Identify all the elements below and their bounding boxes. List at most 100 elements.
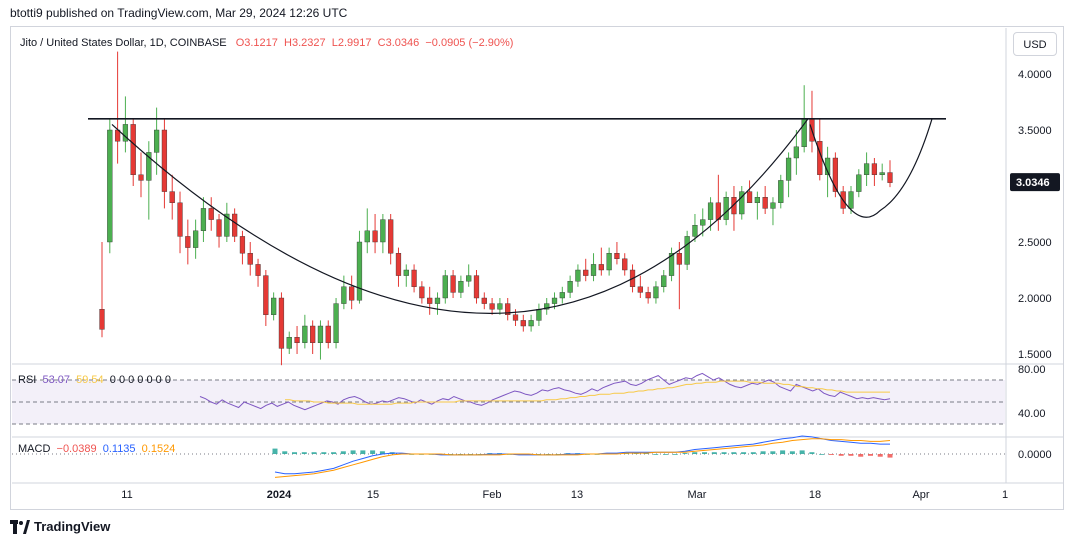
candle-body <box>333 303 339 344</box>
last-price-tag <box>1010 173 1060 192</box>
macd-label: MACD <box>18 443 51 455</box>
rsi-extra-values: 0 0 0 0 0 0 0 <box>109 374 171 386</box>
symbol-name: Jito / United States Dollar, 1D, COINBAS… <box>20 37 227 49</box>
candle-body <box>692 224 698 237</box>
macd-value: 0.1135 <box>102 443 136 455</box>
candle-body <box>559 292 565 299</box>
candle-body <box>676 252 682 265</box>
candle-body <box>356 241 363 301</box>
macd-histogram-bar <box>799 450 805 454</box>
price-tick-label: 1.5000 <box>1018 349 1052 361</box>
macd-histogram-bar <box>780 450 786 454</box>
macd-histogram-bar <box>321 452 327 454</box>
candle-body <box>489 303 495 310</box>
macd-tick-label: 0.0000 <box>1018 449 1052 461</box>
candle-body <box>622 258 628 271</box>
candle-body <box>310 325 316 343</box>
macd-histogram-bar <box>292 452 298 454</box>
macd-histogram-bar <box>350 450 356 454</box>
candle-body <box>653 286 659 299</box>
candle-body <box>427 297 433 304</box>
candle-body <box>614 252 620 259</box>
candle-body <box>255 264 261 276</box>
candle-body <box>232 213 238 237</box>
rsi-label: RSI <box>18 374 37 386</box>
candle-body <box>380 219 386 243</box>
price-tick-label: 4.0000 <box>1018 69 1052 81</box>
candle-body <box>161 129 168 192</box>
macd-histogram-bar <box>887 454 893 458</box>
candle-body <box>551 297 558 304</box>
time-tick-label: 1 <box>1002 489 1008 501</box>
candle-body <box>130 124 136 176</box>
time-tick-label: Feb <box>483 489 502 501</box>
time-tick-label: Apr <box>912 489 929 501</box>
candle-body <box>419 286 425 299</box>
candle-body <box>778 180 784 203</box>
macd-histogram-bar <box>731 452 737 454</box>
price-tick-label: 2.0000 <box>1018 293 1052 305</box>
candle-body <box>185 236 191 248</box>
candle-body <box>793 146 799 159</box>
candle-body <box>856 174 862 192</box>
candle-body <box>567 281 573 293</box>
candle-body <box>263 275 269 316</box>
candle-body <box>512 314 519 321</box>
candle-body <box>138 174 144 181</box>
candle-body <box>723 196 729 220</box>
rsi-value: 53.07 <box>42 374 70 386</box>
candle-body <box>107 129 113 243</box>
candle-body <box>598 264 604 271</box>
macd-histogram-bar <box>711 452 717 454</box>
candle-body <box>442 275 448 299</box>
macd-histogram-bar <box>379 451 385 454</box>
price-tick-label: 3.5000 <box>1018 125 1052 137</box>
candle-body <box>169 191 175 204</box>
candle-body <box>302 325 308 343</box>
publisher-line: btotti9 published on TradingView.com, Ma… <box>10 6 348 20</box>
candle-body <box>848 191 854 209</box>
candle-body <box>364 230 370 243</box>
currency-button[interactable]: USD <box>1013 32 1057 56</box>
macd-histogram-bar <box>770 451 776 454</box>
candle-body <box>341 286 347 304</box>
candle-body <box>575 269 581 282</box>
candle-body <box>497 303 503 310</box>
candle-body <box>590 264 597 276</box>
candle-body <box>193 230 199 248</box>
macd-histogram-bar <box>662 454 668 455</box>
time-tick-label: Mar <box>688 489 707 501</box>
candle-body <box>317 325 324 343</box>
candle-body <box>434 297 441 304</box>
candle-body <box>739 191 745 215</box>
candle-body <box>536 309 542 321</box>
macd-histogram-bar <box>789 451 795 454</box>
macd-histogram-bar <box>828 454 834 455</box>
last-price-label: 3.0346 <box>1016 177 1050 189</box>
candle-body <box>520 320 526 327</box>
candle-body <box>349 286 355 301</box>
macd-histogram-bar <box>272 448 278 454</box>
candle-body <box>887 172 893 183</box>
candle-body <box>395 252 402 276</box>
macd-histogram-bar <box>682 453 688 454</box>
macd-histogram-bar <box>819 454 825 455</box>
candle-body <box>762 196 768 209</box>
candle-body <box>286 337 292 349</box>
candle-body <box>544 303 550 310</box>
footer-brand-text: TradingView <box>34 519 111 534</box>
macd-histogram-bar <box>760 451 766 454</box>
candle-body <box>754 196 760 203</box>
candle-body <box>372 230 378 243</box>
candle-body <box>278 297 285 349</box>
time-tick-label: 15 <box>367 489 379 501</box>
candle-body <box>770 202 776 209</box>
candle-body <box>208 208 214 220</box>
candle-body <box>271 297 277 315</box>
macd-histogram-bar <box>721 452 727 454</box>
macd-histogram-bar <box>702 452 708 454</box>
macd-legend: MACD −0.0389 0.1135 0.1524 <box>18 443 175 455</box>
macd-signal-line <box>274 438 891 478</box>
macd-histogram-bar <box>672 454 678 455</box>
